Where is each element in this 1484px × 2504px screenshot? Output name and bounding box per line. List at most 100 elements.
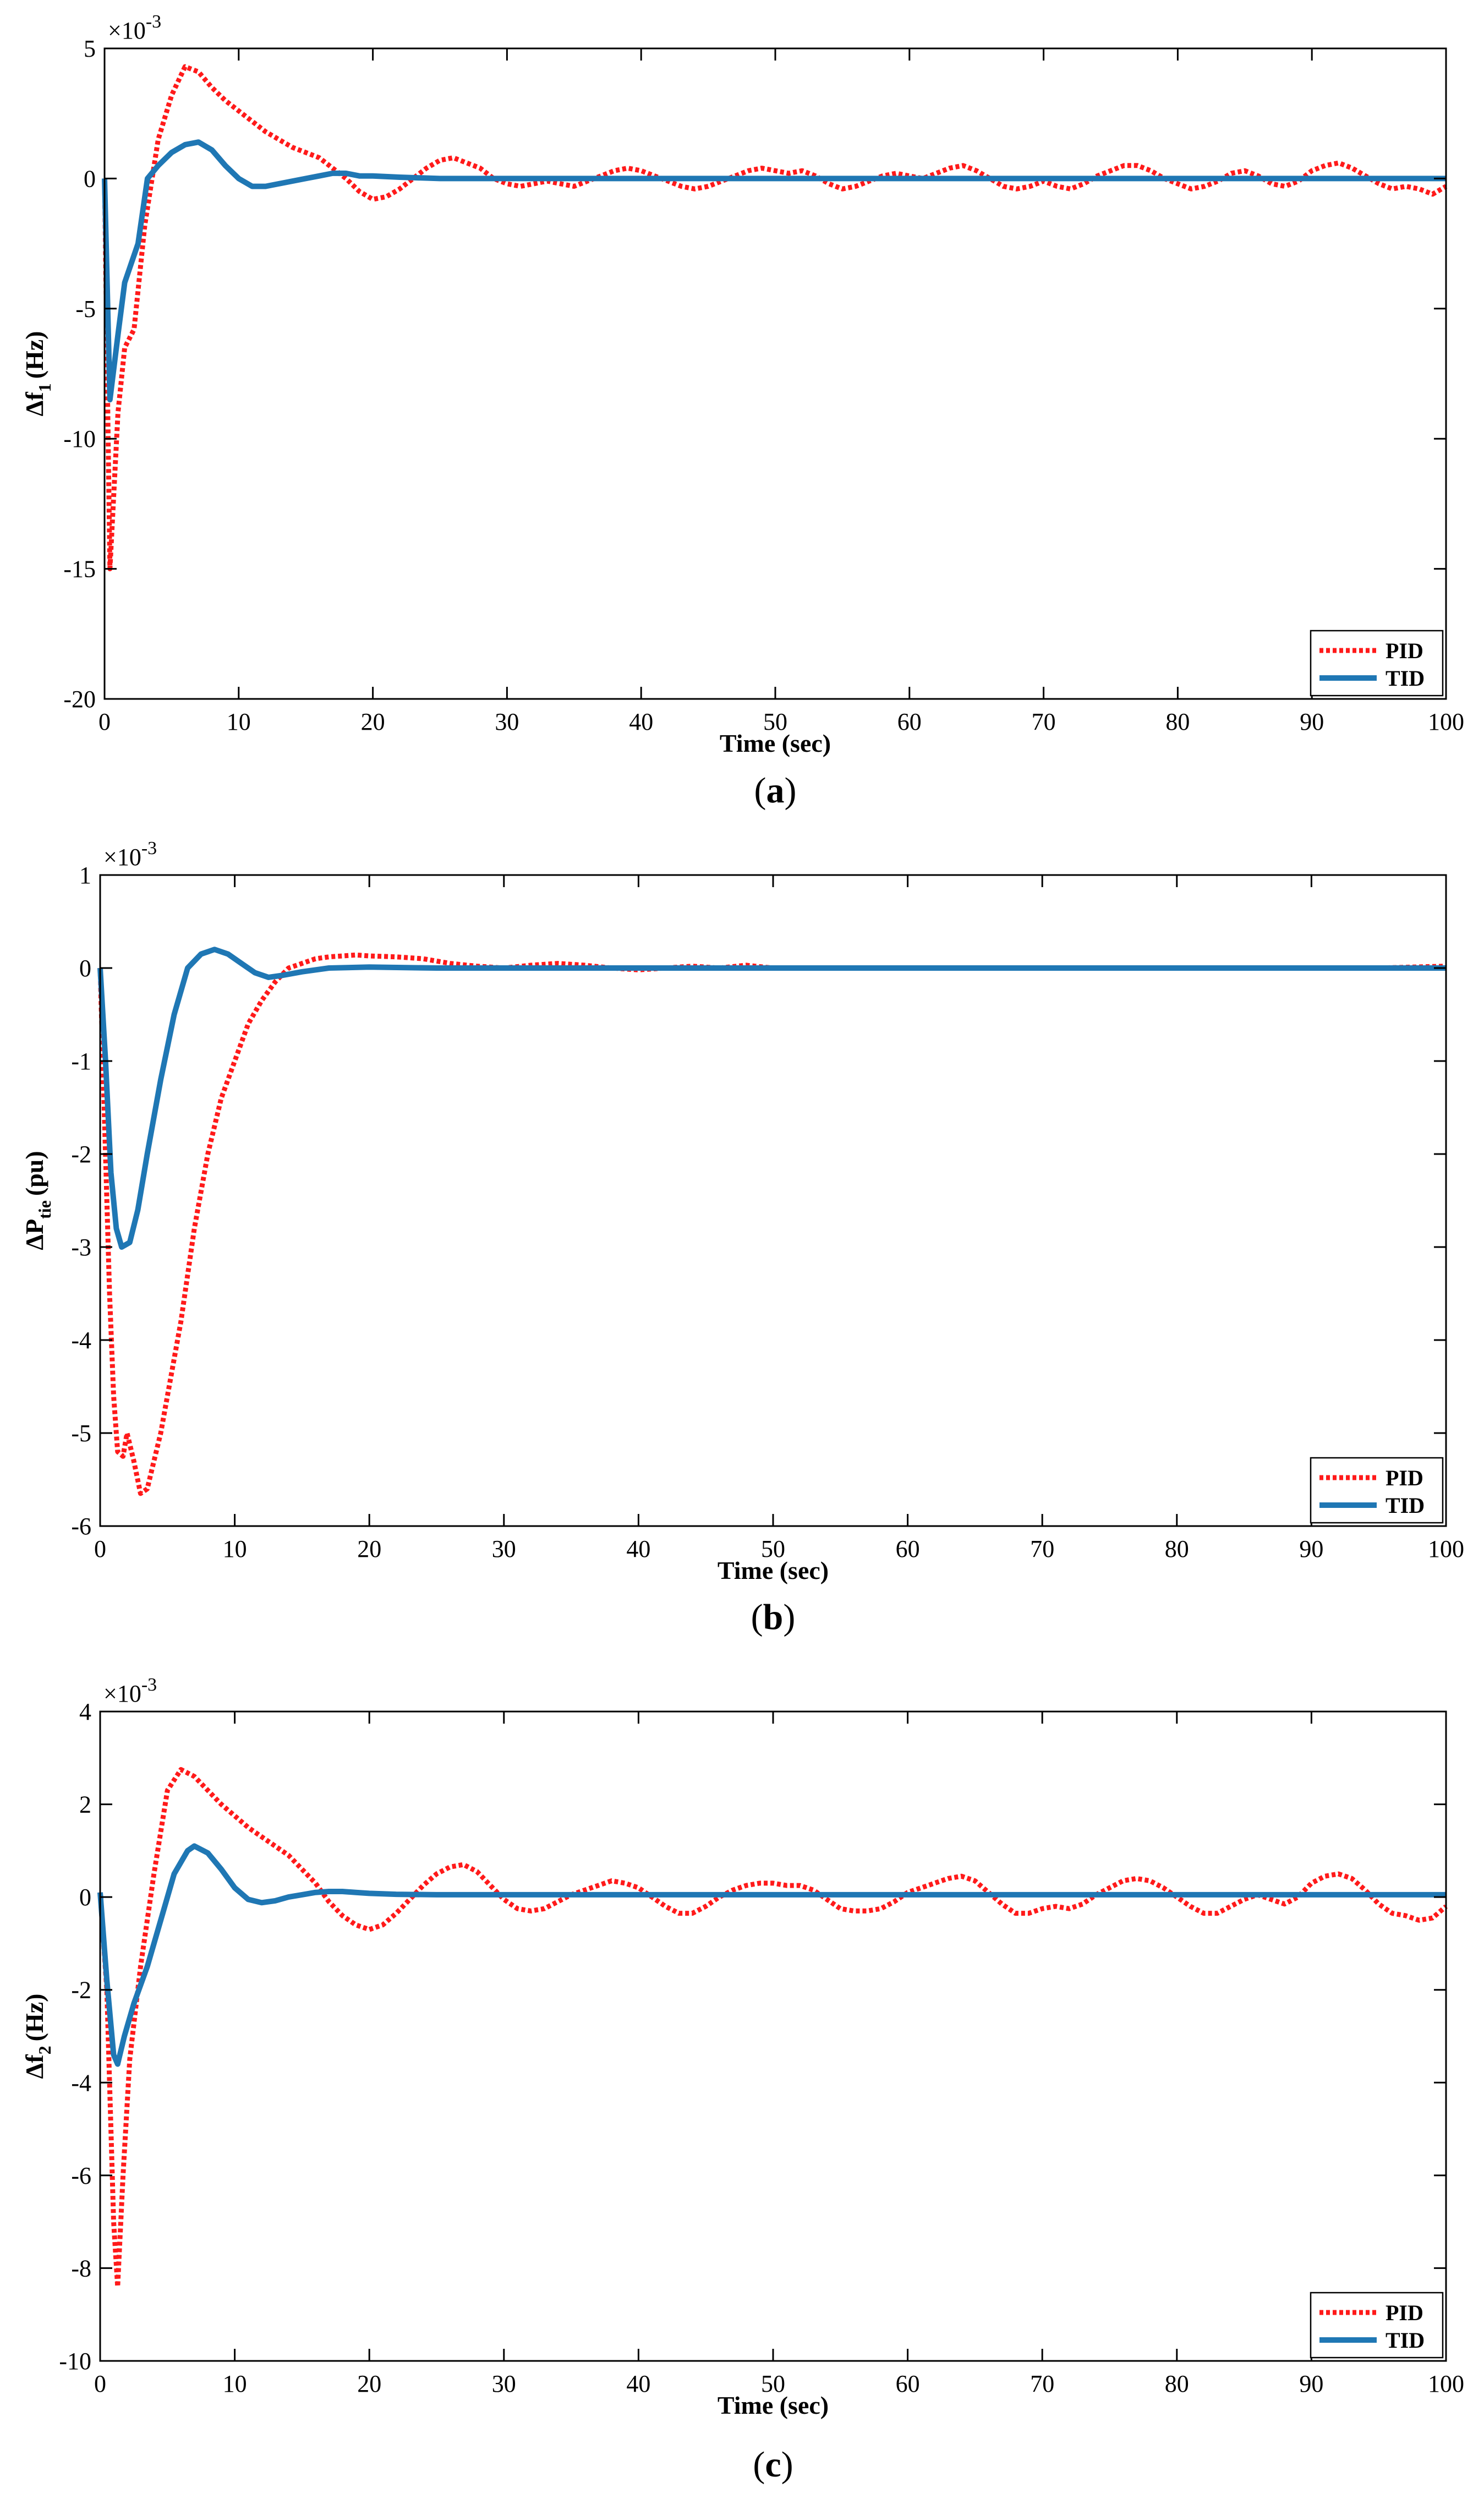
y-tick-label: -15 (63, 556, 96, 583)
legend-label-pid: PID (1386, 2300, 1423, 2325)
axes-box (103, 47, 1447, 700)
x-tick-label: 60 (896, 1535, 920, 1562)
exponent-power: -3 (141, 1675, 157, 1695)
exponent-label: ×10-3 (103, 1675, 157, 1707)
x-tick-label: 10 (227, 708, 251, 735)
series-line-pid (97, 952, 1447, 1496)
x-tick-label: 90 (1300, 708, 1324, 735)
y-tick-label: 1 (79, 862, 91, 889)
caption-letter: c (765, 2445, 781, 2485)
y-tick-label: 5 (84, 35, 96, 62)
y-tick-label: -10 (59, 2348, 91, 2375)
legend-box (1310, 2292, 1444, 2359)
x-axis-title: Time (sec) (718, 1556, 829, 1584)
exponent-label: ×10-3 (108, 12, 161, 44)
legend-label-tid: TID (1386, 666, 1425, 691)
x-tick-label: 10 (223, 1535, 247, 1562)
exponent-power: -3 (146, 12, 161, 32)
x-tick-label: 60 (896, 2370, 920, 2397)
y-tick-label: 0 (84, 165, 96, 192)
y-axis-title-unit: (Hz) (20, 1993, 48, 2041)
series-line-tid (102, 139, 1446, 403)
panel-caption: (c) (753, 2445, 793, 2485)
y-tick-label: -5 (71, 1420, 91, 1447)
x-tick-label: 60 (897, 708, 922, 735)
y-tick-label: -2 (71, 1141, 91, 1168)
legend-label-tid: TID (1386, 1493, 1425, 1518)
y-axis-title-unit: (pu) (20, 1151, 48, 1196)
series-group (97, 1767, 1448, 2289)
caption-letter: b (763, 1597, 784, 1637)
x-tick-label: 40 (626, 1535, 650, 1562)
caption-close-paren: ) (781, 2445, 793, 2485)
x-tick-label: 70 (1032, 708, 1056, 735)
panel-c: 0 10 20 30 40 50 60 70 80 90 100 -10 -8 -6 -4 -2 0 2 4 ×10-… (20, 1675, 1464, 2485)
series-line-pid (97, 1767, 1448, 2289)
y-axis-title-main: Δf (20, 2054, 48, 2079)
panel-caption: (b) (751, 1597, 796, 1637)
y-axis-title: Δf2 (Hz) (20, 1993, 54, 2079)
series-group (97, 947, 1447, 1496)
series-group (102, 64, 1448, 572)
x-tick-label: 0 (98, 708, 111, 735)
y-tick-label: 4 (79, 1698, 91, 1725)
legend-label-pid: PID (1386, 638, 1423, 663)
caption-close-paren: ) (785, 770, 797, 811)
y-axis-title-main: ΔP (20, 1219, 48, 1250)
y-axis-title: ΔPtie (pu) (20, 1151, 54, 1250)
y-tick-label: -4 (71, 2069, 91, 2096)
x-tick-label: 20 (357, 2370, 381, 2397)
exponent-base: ×10 (108, 17, 146, 44)
y-tick-label: -10 (63, 425, 96, 452)
x-tick-label: 20 (361, 708, 385, 735)
y-tick-label: 2 (79, 1791, 91, 1818)
y-tick-label: -2 (71, 1977, 91, 2004)
legend: PID TID (1310, 630, 1444, 697)
caption-letter: a (766, 770, 785, 811)
x-tick-label: 90 (1299, 2370, 1323, 2397)
y-tick-label: -20 (63, 686, 96, 713)
y-tick-label: -5 (75, 296, 96, 322)
panel-a: 0 10 20 30 40 50 60 70 80 90 100 -20 -15 -10 -5 0 5 ×10-3… (20, 12, 1464, 811)
legend-box (1310, 630, 1444, 697)
legend-box (1310, 1457, 1444, 1524)
y-tick-label: -6 (71, 1513, 91, 1540)
caption-open-paren: ( (751, 1597, 763, 1637)
x-tick-label: 100 (1428, 708, 1464, 735)
y-axis-title-subscript: 2 (35, 2046, 54, 2054)
y-axis-title-main: Δf (20, 392, 48, 417)
x-tick-label: 30 (492, 1535, 516, 1562)
x-axis-title: Time (sec) (720, 729, 831, 757)
y-tick-label: -3 (71, 1234, 91, 1261)
x-tick-label: 10 (223, 2370, 247, 2397)
x-tick-label: 70 (1030, 2370, 1054, 2397)
x-tick-label: 50 (763, 708, 787, 735)
y-axis-title-unit: (Hz) (20, 331, 48, 379)
x-tick-label: 80 (1165, 708, 1190, 735)
x-tick-label: 0 (94, 1535, 106, 1562)
series-line-tid (97, 947, 1446, 1250)
y-tick-label: -4 (71, 1327, 91, 1354)
y-tick-label: -8 (71, 2255, 91, 2282)
y-tick-label: 0 (79, 955, 91, 982)
panel-caption: (a) (754, 770, 797, 811)
x-tick-label: 50 (761, 2370, 785, 2397)
series-line-tid (97, 1843, 1446, 2067)
y-tick-label: -6 (71, 2162, 91, 2189)
x-tick-label: 30 (495, 708, 519, 735)
x-tick-label: 100 (1428, 1535, 1464, 1562)
caption-open-paren: ( (753, 2445, 765, 2485)
panel-b: 0 10 20 30 40 50 60 70 80 90 100-6-5-4-3-2-101×10-… (20, 838, 1464, 1637)
x-tick-label: 70 (1030, 1535, 1054, 1562)
legend: PID TID (1310, 1457, 1444, 1524)
exponent-label: ×10-3 (103, 838, 157, 871)
x-tick-label: 20 (357, 1535, 381, 1562)
x-axis-title: Time (sec) (718, 2391, 829, 2419)
axes-box (99, 1710, 1447, 2362)
y-axis-title: Δf1 (Hz) (20, 331, 54, 416)
x-tick-label: 80 (1165, 1535, 1189, 1562)
y-axis-title-subscript: 1 (35, 383, 54, 392)
legend-label-tid: TID (1386, 2328, 1425, 2353)
y-axis-title-subscript: tie (35, 1200, 54, 1219)
